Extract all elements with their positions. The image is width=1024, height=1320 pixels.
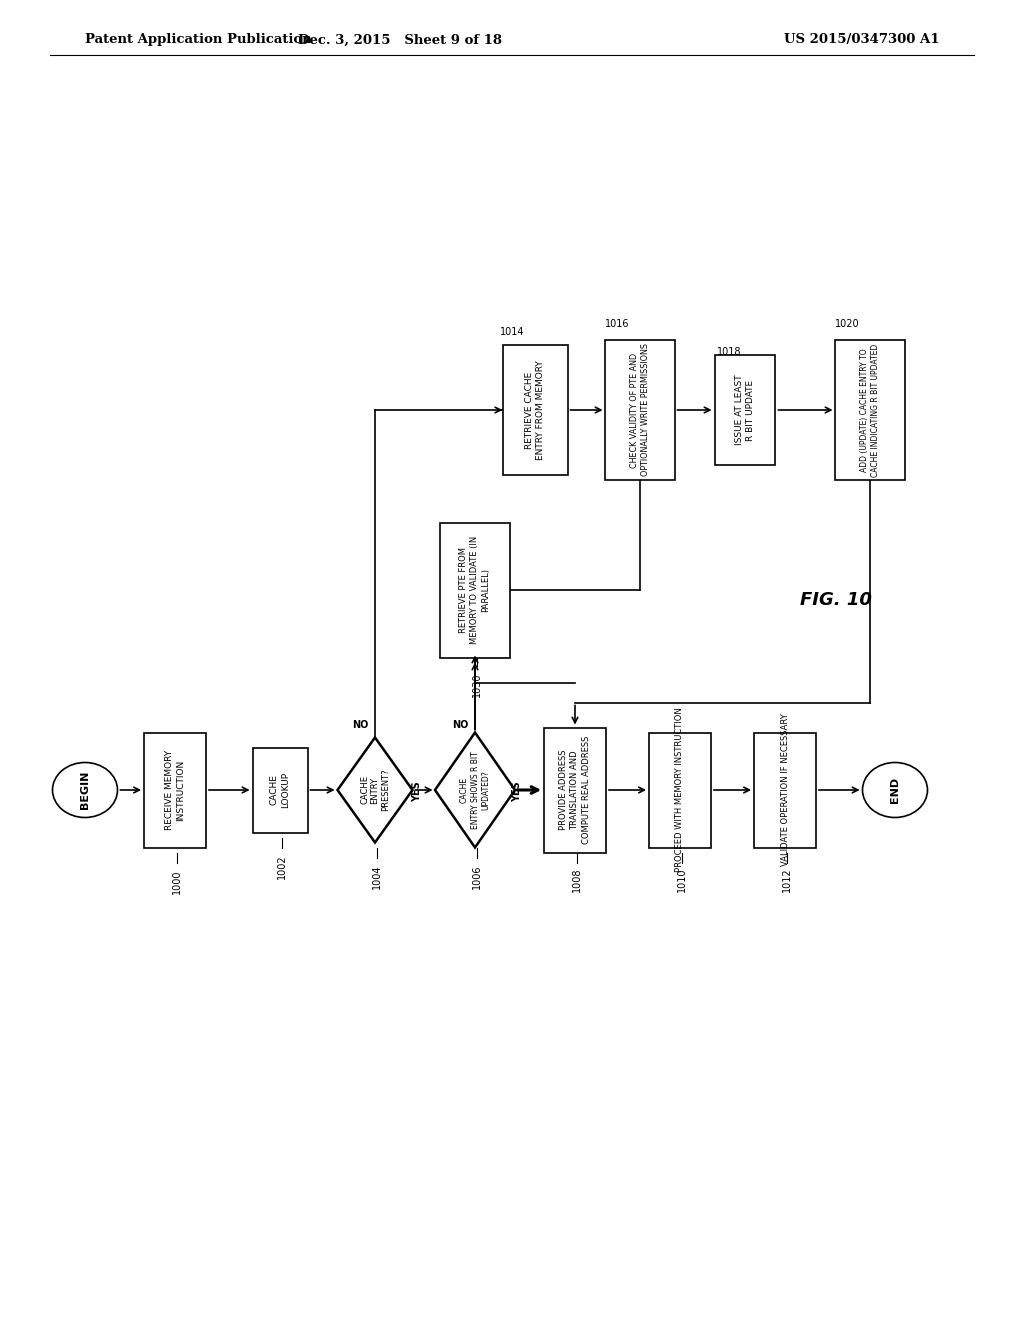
Bar (144, 733, 206, 847)
Text: PROVIDE ADDRESS
TRANSLATION AND
COMPUTE REAL ADDRESS: PROVIDE ADDRESS TRANSLATION AND COMPUTE … (559, 735, 591, 845)
Text: 1016: 1016 (605, 319, 630, 329)
Text: ADD (UPDATE) CACHE ENTRY TO
CACHE INDICATING R BIT UPDATED: ADD (UPDATE) CACHE ENTRY TO CACHE INDICA… (860, 343, 880, 477)
Polygon shape (435, 733, 515, 847)
Text: ISSUE AT LEAST
R BIT UPDATE: ISSUE AT LEAST R BIT UPDATE (735, 375, 755, 445)
Text: 1002: 1002 (278, 854, 287, 879)
Ellipse shape (862, 763, 928, 817)
Text: 1012: 1012 (782, 867, 792, 892)
Text: CACHE
ENTRY SHOWS R BIT
UPDATED?: CACHE ENTRY SHOWS R BIT UPDATED? (460, 751, 489, 829)
Polygon shape (338, 738, 413, 842)
Text: CACHE
ENTRY
PRESENT?: CACHE ENTRY PRESENT? (360, 768, 390, 812)
Bar (754, 733, 816, 847)
Text: RETRIEVE PTE FROM
MEMORY TO VALIDATE (IN
PARALLEL): RETRIEVE PTE FROM MEMORY TO VALIDATE (IN… (460, 536, 490, 644)
Text: 1010: 1010 (677, 867, 687, 892)
Bar (715, 355, 775, 465)
Text: RETRIEVE CACHE
ENTRY FROM MEMORY: RETRIEVE CACHE ENTRY FROM MEMORY (525, 360, 545, 459)
Bar (605, 341, 675, 480)
Text: YES: YES (512, 781, 522, 803)
Text: 1000: 1000 (172, 870, 182, 894)
Text: RECEIVE MEMORY
INSTRUCTION: RECEIVE MEMORY INSTRUCTION (165, 750, 185, 830)
Text: 1018: 1018 (717, 347, 741, 356)
Text: PROCEED WITH MEMORY INSTRUCTION: PROCEED WITH MEMORY INSTRUCTION (676, 708, 684, 873)
Bar (503, 345, 567, 475)
Ellipse shape (52, 763, 118, 817)
Text: 1006: 1006 (472, 865, 482, 888)
Text: Patent Application Publication: Patent Application Publication (85, 33, 311, 46)
Text: 1030: 1030 (472, 672, 482, 697)
Text: YES: YES (413, 781, 423, 803)
Text: 1014: 1014 (500, 327, 524, 337)
Text: 1008: 1008 (572, 867, 582, 892)
Bar (253, 747, 307, 833)
Text: NO: NO (352, 719, 369, 730)
Text: NO: NO (452, 719, 468, 730)
Text: BEGIN: BEGIN (80, 771, 90, 809)
Text: END: END (890, 777, 900, 803)
Text: 1020: 1020 (835, 319, 859, 329)
Text: VALIDATE OPERATION IF NECESSARY: VALIDATE OPERATION IF NECESSARY (780, 714, 790, 866)
Bar (440, 523, 510, 657)
Text: US 2015/0347300 A1: US 2015/0347300 A1 (784, 33, 940, 46)
Text: FIG. 10: FIG. 10 (800, 591, 871, 609)
Text: CACHE
LOOKUP: CACHE LOOKUP (270, 772, 290, 808)
Bar (835, 341, 905, 480)
Bar (544, 727, 606, 853)
Bar (649, 733, 711, 847)
Text: CHECK VALIDITY OF PTE AND
OPTIONALLY WRITE PERMISSIONS: CHECK VALIDITY OF PTE AND OPTIONALLY WRI… (630, 343, 650, 477)
Text: Dec. 3, 2015   Sheet 9 of 18: Dec. 3, 2015 Sheet 9 of 18 (298, 33, 502, 46)
Text: 1004: 1004 (372, 865, 382, 888)
